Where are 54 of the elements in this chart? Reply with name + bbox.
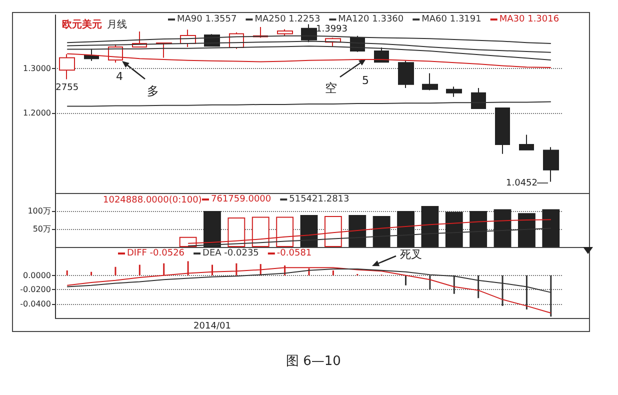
legend-label: -0.0581 xyxy=(276,248,312,258)
y-tick-label: 0.0000 xyxy=(23,270,51,280)
y-tick-label: -0.0200 xyxy=(20,285,51,294)
annotation: 空 xyxy=(325,81,337,95)
y-tick-label: -0.0400 xyxy=(20,299,51,308)
candlestick xyxy=(495,108,510,154)
bar xyxy=(542,209,560,247)
candlestick xyxy=(374,46,389,64)
y-tick-label: 1.3000 xyxy=(23,64,51,73)
candlestick xyxy=(301,24,317,43)
legend-label: MA120 1.3360 xyxy=(338,14,404,24)
legend-label: MA90 1.3557 xyxy=(177,14,237,24)
annotation: 4 xyxy=(116,70,123,83)
legend-label: MA30 1.3016 xyxy=(499,14,560,24)
y-tick-label: 50万 xyxy=(32,224,51,234)
legend-label: MA250 1.2253 xyxy=(254,14,320,24)
line-series xyxy=(188,228,552,246)
y-tick-label: 100万 xyxy=(28,206,51,216)
bar xyxy=(204,211,221,247)
bar xyxy=(518,213,536,247)
y-tick-label: 1.2000 xyxy=(23,108,51,118)
bar xyxy=(445,212,463,247)
annotation: 5 xyxy=(362,74,369,87)
candlestick xyxy=(422,72,438,91)
legend-label: 761759.0000 xyxy=(211,194,272,204)
line-series xyxy=(66,35,552,44)
candlestick xyxy=(519,134,534,150)
bar xyxy=(421,206,439,247)
candlestick xyxy=(398,60,414,88)
legend-label: DIFF -0.0526 xyxy=(127,248,185,258)
candlestick xyxy=(446,86,462,98)
bar xyxy=(372,216,390,247)
annotation: 多 xyxy=(147,84,159,98)
bar xyxy=(397,211,414,247)
x-tick-label: 2014/01 xyxy=(194,322,231,332)
text: 月线 xyxy=(107,18,127,30)
candlestick xyxy=(277,28,293,36)
annotation: 1024888.0000(0:100) xyxy=(103,196,202,206)
bar xyxy=(300,214,318,247)
bar xyxy=(494,209,512,247)
bar xyxy=(470,211,488,247)
caption: 图 6—10 xyxy=(286,354,341,369)
annotation: 1.0452 xyxy=(506,178,538,188)
candlestick xyxy=(471,87,486,110)
legend-label: DEA -0.0235 xyxy=(202,248,259,258)
text: 欧元美元 xyxy=(62,18,102,30)
annotation: 死叉 xyxy=(400,248,422,261)
line-series xyxy=(66,46,552,60)
annotation: 2755 xyxy=(56,82,79,93)
legend-label: MA60 1.3191 xyxy=(422,14,482,24)
bar xyxy=(348,214,366,247)
annotation: 1.3993 xyxy=(316,24,348,34)
legend-label: 515421.2813 xyxy=(289,194,350,204)
line-series xyxy=(66,40,552,53)
